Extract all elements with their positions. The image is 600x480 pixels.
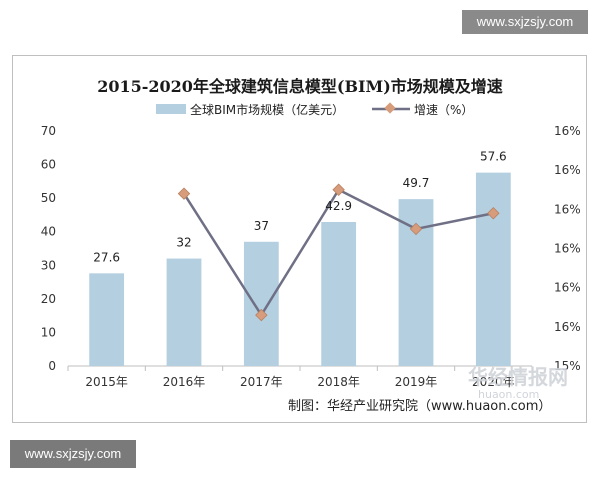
- y-left-tick-label: 0: [48, 359, 56, 373]
- y-right-tick-label: 16%: [554, 242, 581, 256]
- y-right-tick-label: 16%: [554, 124, 581, 138]
- legend-marker-icon: [384, 102, 396, 114]
- logo-watermark-text: 华经情报网: [468, 365, 568, 389]
- x-tick-label: 2017年: [240, 375, 283, 389]
- bar-value-label: 42.9: [325, 199, 352, 213]
- y-right-tick-label: 16%: [554, 163, 581, 177]
- axes: 0 10 20 30 40 50 60 70 15% 16% 16% 16% 16% 16% 16% 2015…: [41, 124, 581, 389]
- growth-point: [177, 187, 191, 200]
- y-left-tick-label: 70: [41, 124, 56, 138]
- growth-point: [409, 222, 423, 236]
- bar-value-label: 32: [176, 236, 191, 250]
- logo-watermark: 华经情报网 huaon.com: [468, 365, 568, 401]
- bar: [166, 258, 202, 366]
- bar-value-label: 49.7: [403, 176, 430, 190]
- growth-point: [487, 207, 500, 220]
- growth-point: [332, 183, 345, 196]
- legend-bar-swatch: [156, 104, 186, 114]
- growth-line: [177, 183, 500, 322]
- chart-title: 2015-2020年全球建筑信息模型(BIM)市场规模及增速: [97, 77, 503, 96]
- x-tick-label: 2020年: [472, 375, 515, 389]
- y-left-tick-label: 20: [41, 292, 56, 306]
- bar: [475, 172, 511, 366]
- y-left-tick-label: 10: [41, 325, 56, 339]
- y-left-tick-label: 50: [41, 191, 56, 205]
- watermark-bottom: www.sxjzsjy.com: [10, 440, 136, 468]
- bar: [321, 221, 357, 366]
- bar-value-label: 57.6: [480, 150, 507, 164]
- legend-bar-label: 全球BIM市场规模（亿美元）: [190, 102, 344, 117]
- y-right-tick-label: 16%: [554, 281, 581, 295]
- y-right-tick-label: 15%: [554, 359, 581, 373]
- x-tick-label: 2019年: [395, 375, 438, 389]
- x-tick-label: 2015年: [85, 375, 128, 389]
- y-left-tick-label: 60: [41, 158, 56, 172]
- source-note: 制图：华经产业研究院（www.huaon.com）: [288, 399, 551, 414]
- x-tick-label: 2016年: [163, 375, 206, 389]
- bar: [89, 273, 125, 366]
- growth-point: [255, 308, 268, 322]
- y-left-tick-label: 30: [41, 258, 56, 272]
- y-right-tick-label: 16%: [554, 320, 581, 334]
- bar-value-label: 37: [254, 219, 269, 233]
- data-labels: 27.6 32 37 42.9 49.7 57.6: [93, 150, 506, 265]
- legend-line-label: 增速（%）: [414, 103, 473, 117]
- watermark-top: www.sxjzsjy.com: [462, 10, 588, 34]
- x-tick-label: 2018年: [317, 375, 360, 389]
- legend: 全球BIM市场规模（亿美元） 增速（%）: [156, 102, 473, 117]
- logo-watermark-sub: huaon.com: [478, 388, 539, 401]
- bar: [243, 241, 279, 366]
- bar-value-label: 27.6: [93, 250, 120, 264]
- bars: [89, 172, 511, 366]
- y-right-tick-label: 16%: [554, 202, 581, 216]
- y-left-tick-label: 40: [41, 225, 56, 239]
